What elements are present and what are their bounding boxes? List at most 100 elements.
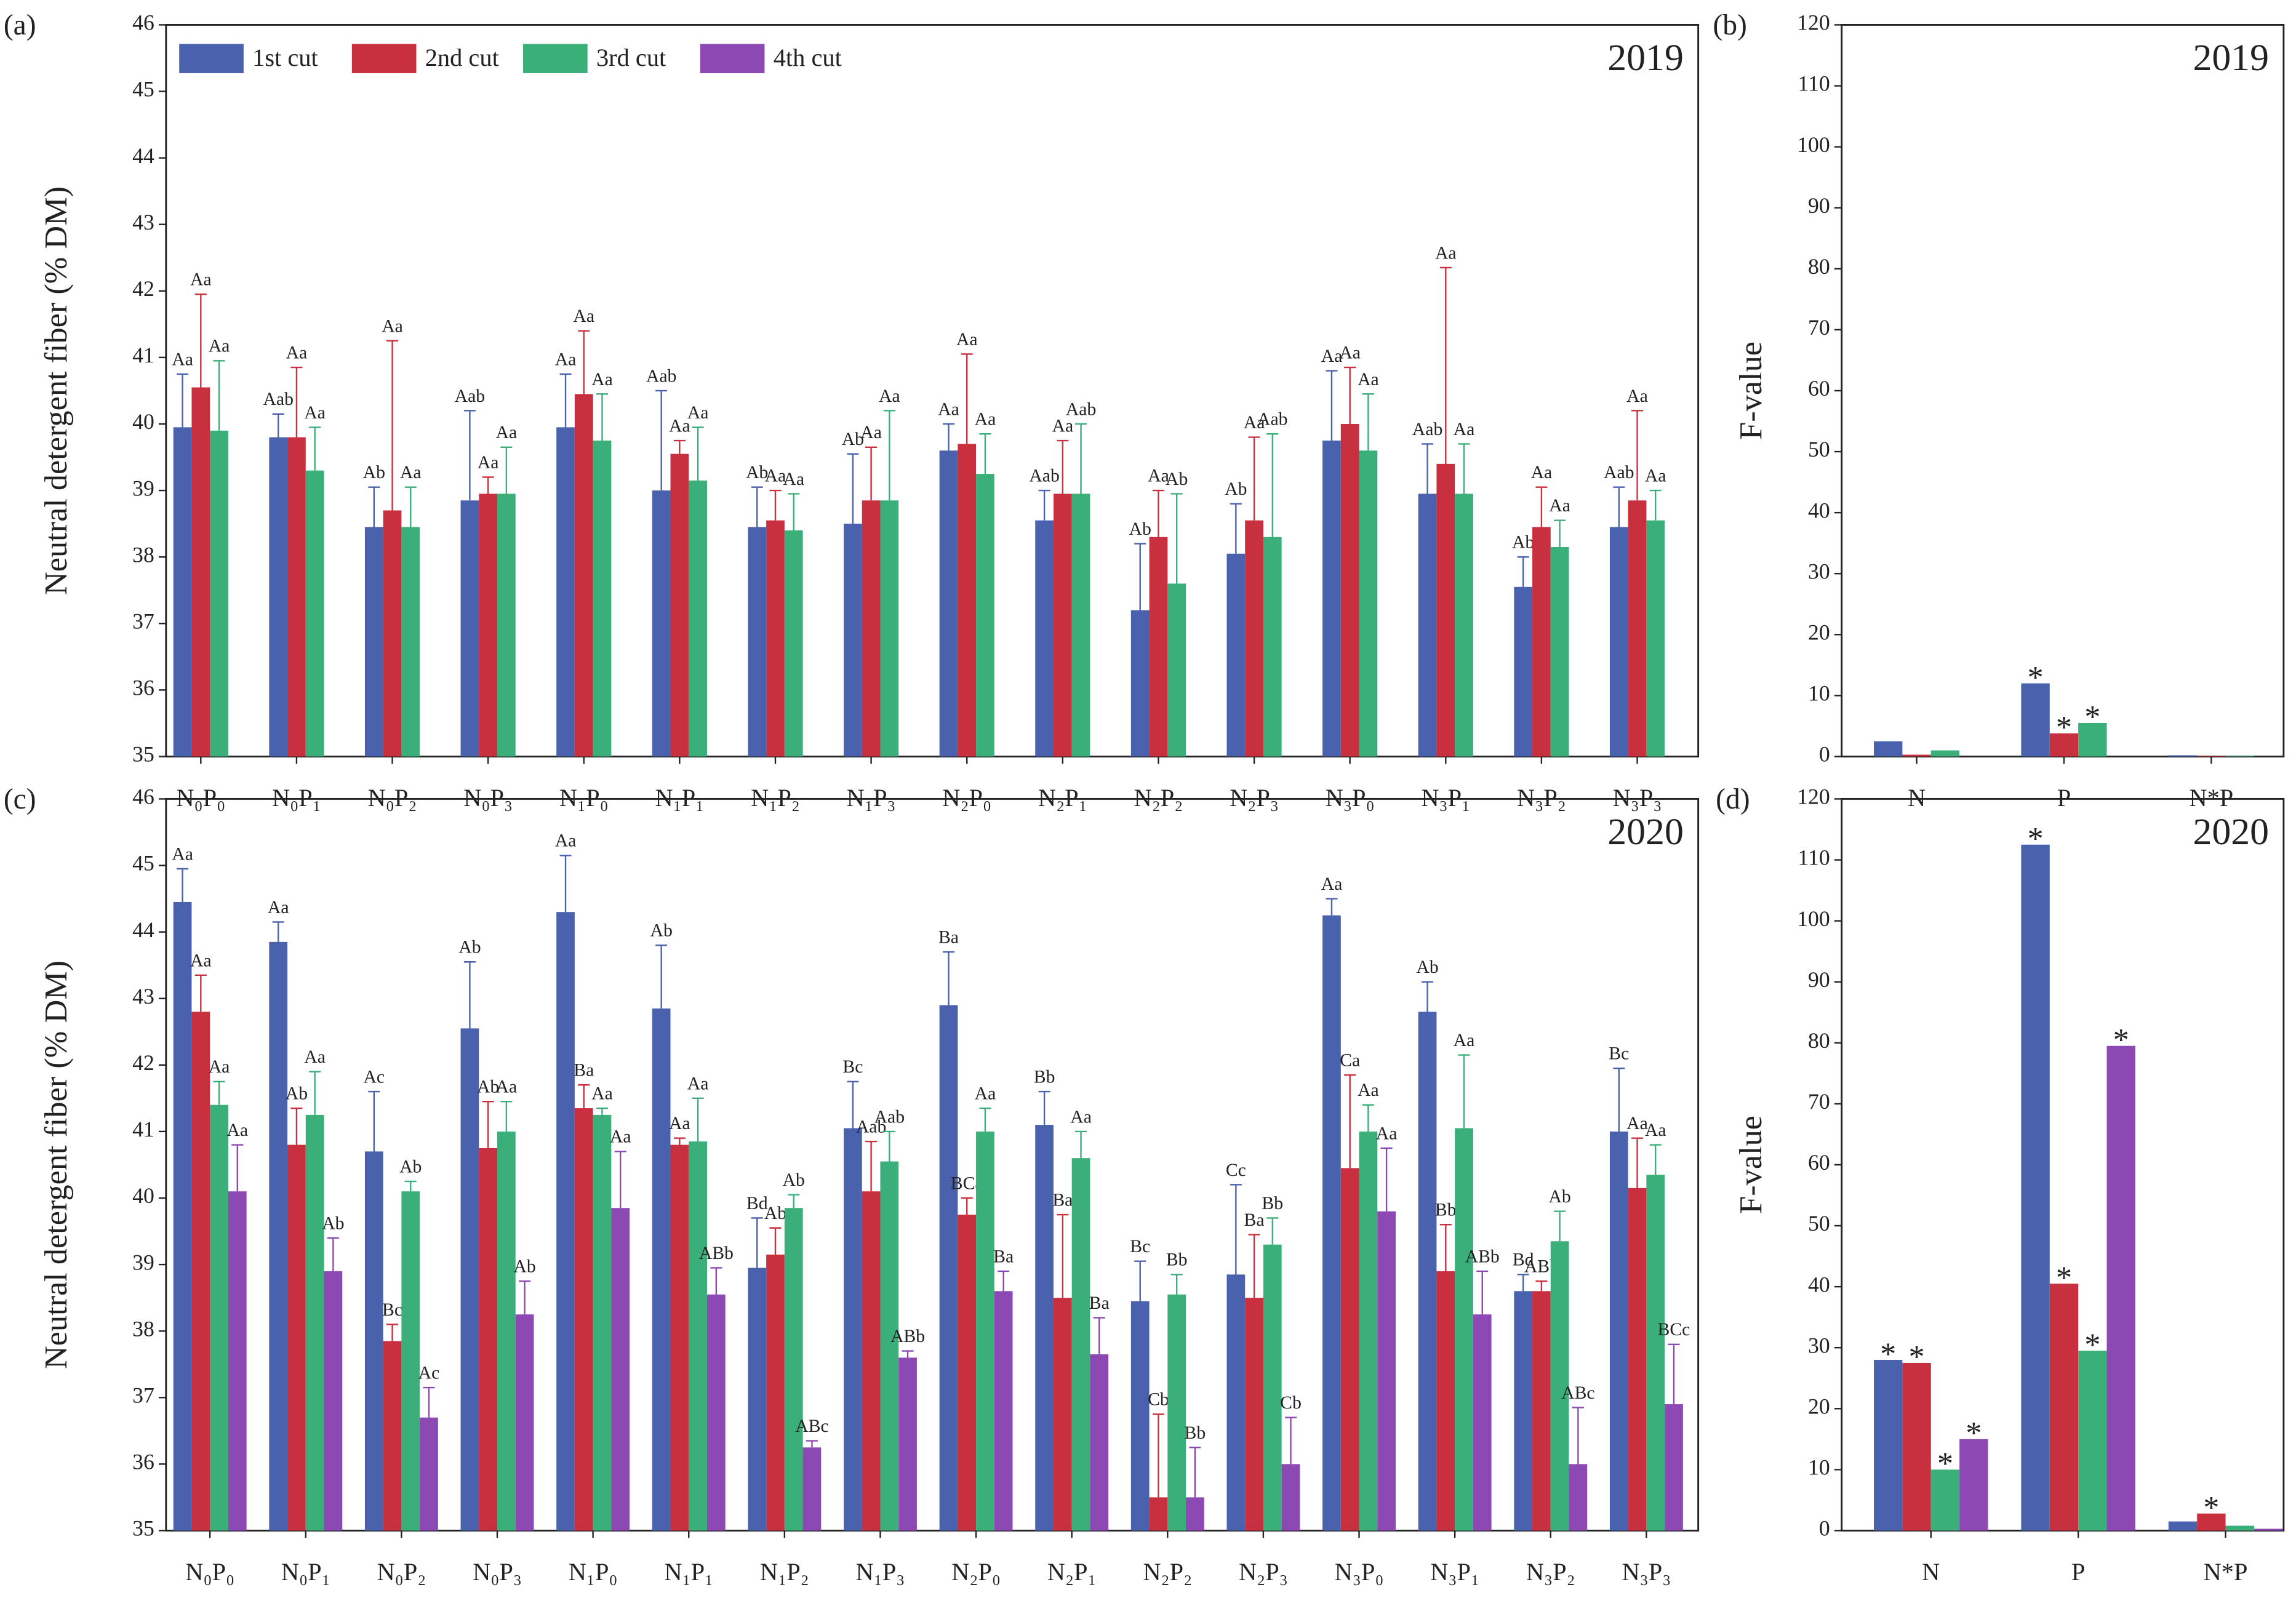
significance-letter: Cb (1148, 1390, 1169, 1410)
error-bar (961, 353, 973, 444)
bar (1436, 1271, 1455, 1531)
y-tick-label: 43 (132, 210, 154, 234)
bar (479, 493, 498, 757)
error-bar (1458, 1054, 1470, 1129)
error-bar (290, 366, 303, 437)
y-axis-label: Neutral detergent fiber (% DM) (38, 961, 74, 1369)
error-bar (1038, 489, 1050, 521)
bar (1149, 537, 1168, 757)
bar (173, 901, 192, 1531)
error-bar (1613, 486, 1625, 527)
bar (324, 1271, 343, 1531)
significance-letter: Aab (1412, 420, 1443, 439)
significance-letter: Bb (1166, 1250, 1188, 1270)
x-tick-label: N₀P₃ (473, 1558, 522, 1586)
bar (1646, 520, 1665, 757)
bar (556, 427, 575, 757)
significance-letter: Aa (286, 343, 308, 363)
y-tick-label: 120 (1797, 785, 1830, 809)
significance-letter: Aa (478, 453, 499, 473)
bar (2197, 1513, 2226, 1531)
bar (191, 387, 210, 757)
bar (269, 437, 288, 757)
y-tick-label: 35 (132, 1516, 154, 1541)
bar (1359, 1131, 1378, 1531)
bar (574, 394, 593, 757)
error-bar (1535, 486, 1548, 527)
bar (497, 493, 516, 757)
significance-letter: Aab (856, 1117, 887, 1137)
error-bar (1038, 1090, 1050, 1125)
significance-letter: Aa (879, 386, 900, 406)
bar (670, 453, 689, 757)
y-tick-label: 100 (1797, 132, 1830, 157)
x-tick-label: N₀P₂ (368, 784, 417, 812)
significance-letter: Ab (1129, 519, 1151, 539)
significance-letter: Aa (591, 1084, 613, 1103)
y-tick-label: 46 (132, 785, 154, 809)
error-bar (883, 410, 895, 501)
bar (880, 500, 899, 757)
error-bar (213, 360, 225, 431)
error-bar (1517, 1274, 1529, 1292)
y-tick-label: 90 (1808, 193, 1830, 218)
error-bar (655, 390, 668, 491)
significance-letter: Aa (1435, 243, 1457, 263)
x-tick-label: N₂P₃ (1230, 784, 1279, 812)
significance-letter: BCc (1658, 1320, 1690, 1340)
bar (1359, 450, 1378, 757)
significance-letter: Aa (304, 403, 326, 423)
x-tick-label: N₂P₂ (1134, 784, 1183, 812)
significance-letter: ABb (1465, 1247, 1500, 1266)
bar (1550, 546, 1569, 757)
bar (652, 490, 671, 757)
error-bar (309, 426, 321, 471)
x-tick-label: N₀P₀ (185, 1558, 234, 1586)
bar (689, 480, 707, 757)
bar (1569, 1464, 1588, 1531)
error-bar (614, 1151, 626, 1209)
x-tick-label: N₂P₁ (1047, 1558, 1097, 1586)
bar (479, 1148, 498, 1531)
error-bar (1152, 1413, 1164, 1498)
x-tick-label: N₃P₃ (1613, 784, 1662, 812)
x-tick-label: P (2057, 784, 2071, 812)
bar (1340, 1168, 1359, 1531)
bar (976, 474, 994, 757)
bar (994, 1291, 1013, 1531)
significance-letter: Aa (669, 1114, 690, 1133)
significance-star: * (2203, 1490, 2219, 1525)
significance-letter: Aa (1358, 370, 1379, 390)
bar (1167, 583, 1186, 757)
bar (1902, 1362, 1931, 1531)
error-bar (559, 855, 572, 913)
error-bar (769, 489, 782, 521)
legend-swatch (351, 44, 417, 73)
significance-letter: Aa (1531, 463, 1553, 482)
year-label: 2020 (2193, 811, 2269, 853)
bar (191, 1012, 210, 1531)
bar (1550, 1241, 1569, 1531)
significance-letter: Aa (1321, 874, 1343, 894)
y-tick-label: 46 (132, 10, 154, 35)
error-bar (692, 426, 704, 481)
bar (1245, 520, 1263, 757)
panel-label: (a) (4, 9, 36, 41)
significance-letter: Aa (1070, 1107, 1092, 1127)
bar (383, 510, 402, 757)
bar (670, 1145, 689, 1531)
bar (364, 1151, 383, 1531)
y-tick-label: 60 (1808, 1150, 1830, 1175)
error-bar (596, 393, 608, 441)
legend-label: 2nd cut (425, 44, 499, 71)
y-tick-label: 40 (1808, 498, 1830, 522)
y-axis-label: Neutral detergent fiber (% DM) (38, 186, 74, 595)
error-bar (1422, 981, 1434, 1012)
bar (1035, 520, 1054, 757)
error-bar (1266, 1217, 1279, 1245)
bar (748, 527, 767, 757)
error-bar (213, 1081, 225, 1105)
significance-star: * (2028, 821, 2044, 857)
significance-letter: Aa (496, 1077, 518, 1097)
x-tick-label: N₃P₁ (1421, 784, 1470, 812)
